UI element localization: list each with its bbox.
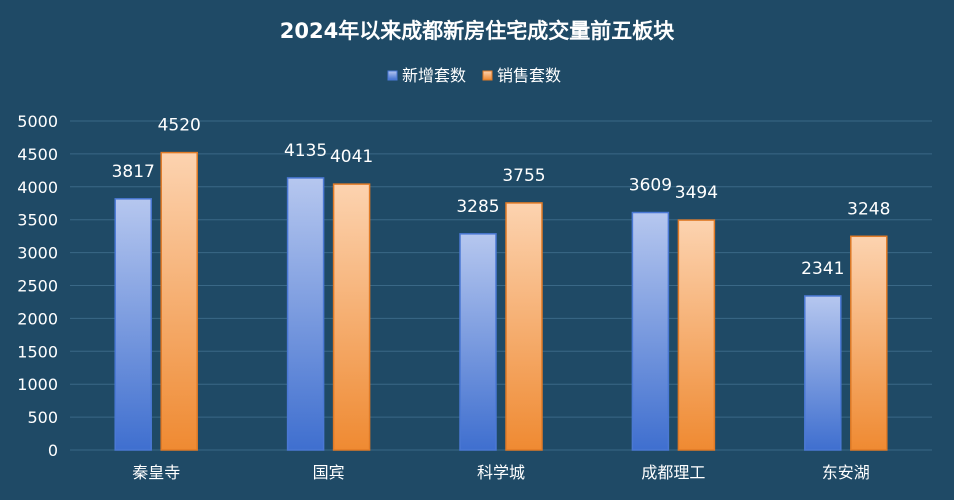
- bar-sales: [505, 202, 543, 451]
- bar-sales: [160, 151, 198, 451]
- gridlines: [70, 120, 932, 451]
- y-tick-label: 2000: [17, 309, 58, 328]
- y-axis: 0 500 1000 1500 2000 2500 3000 3500 4000 4500 5000: [17, 112, 58, 460]
- y-tick-label: 5000: [17, 112, 58, 131]
- legend: 新增套数 销售套数: [387, 66, 561, 85]
- data-label: 3494: [675, 183, 718, 203]
- data-label: 3248: [847, 199, 890, 219]
- legend-label: 新增套数: [402, 66, 466, 85]
- bar-new-supply: [286, 177, 325, 451]
- x-category-label: 成都理工: [641, 463, 705, 482]
- y-tick-label: 3000: [17, 244, 58, 263]
- bar-sales: [332, 183, 371, 451]
- y-tick-label: 2500: [17, 277, 58, 296]
- legend-swatch: [387, 70, 398, 81]
- bar-sales: [677, 219, 716, 451]
- y-tick-label: 3500: [17, 211, 58, 230]
- y-tick-label: 500: [27, 408, 58, 427]
- legend-swatch: [482, 70, 493, 81]
- x-category-label: 国宾: [313, 463, 345, 482]
- data-label: 3755: [502, 166, 545, 186]
- legend-label: 销售套数: [497, 66, 561, 85]
- data-label: 3285: [456, 197, 499, 217]
- x-category-label: 秦皇寺: [132, 463, 180, 482]
- bar-new-supply: [114, 198, 152, 451]
- y-tick-label: 4500: [17, 145, 58, 164]
- data-label: 3817: [112, 162, 155, 182]
- bar-new-supply: [459, 233, 497, 451]
- bar-new-supply: [804, 295, 842, 451]
- x-axis: 秦皇寺 国宾 科学城 成都理工 东安湖: [132, 463, 870, 482]
- data-label: 4135: [284, 141, 327, 161]
- x-category-label: 科学城: [477, 463, 525, 482]
- data-label: 2341: [801, 259, 844, 279]
- data-label: 4041: [330, 147, 373, 167]
- data-label: 4520: [158, 116, 201, 136]
- chart-title: 2024年以来成都新房住宅成交量前五板块: [280, 19, 675, 43]
- data-label: 3609: [629, 176, 672, 196]
- y-tick-label: 1000: [17, 375, 58, 394]
- bar-new-supply: [631, 211, 670, 451]
- y-tick-label: 1500: [17, 342, 58, 361]
- bar-sales: [850, 235, 888, 451]
- y-tick-label: 4000: [17, 178, 58, 197]
- y-tick-label: 0: [48, 441, 58, 460]
- x-category-label: 东安湖: [822, 463, 870, 482]
